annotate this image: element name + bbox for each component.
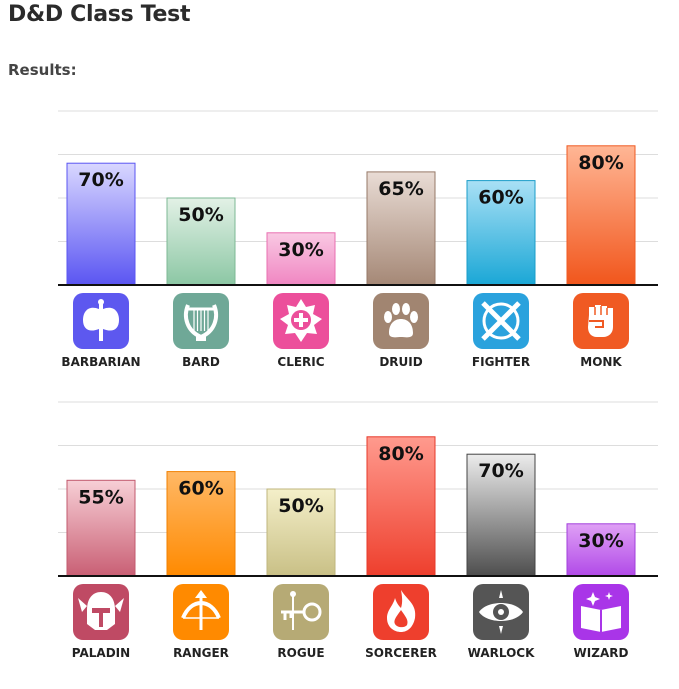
wizard-book-icon: [573, 584, 629, 640]
bar-monk: [566, 145, 636, 286]
bar-ranger: [166, 471, 236, 577]
class-results-chart-top: 70% 50% 30% 65% 60% 80% BARBARIAN BARD CLERIC DRU…: [58, 110, 658, 369]
bar-value-label: 80%: [578, 152, 623, 174]
bar-value-label: 50%: [278, 495, 323, 517]
barbarian-axe-icon: [73, 293, 129, 349]
class-label-wizard: WIZARD: [573, 646, 629, 660]
class-label-barbarian: BARBARIAN: [61, 355, 141, 369]
class-label-monk: MONK: [580, 355, 622, 369]
bar-value-label: 55%: [78, 486, 123, 508]
bar-value-label: 80%: [378, 443, 423, 465]
bar-value-label: 30%: [578, 530, 623, 552]
bar-value-label: 50%: [178, 204, 223, 226]
bar-druid: [366, 171, 436, 286]
bard-lyre-icon: [173, 293, 229, 349]
class-label-warlock: WARLOCK: [467, 646, 535, 660]
bar-value-label: 70%: [78, 169, 123, 191]
bar-cleric: [266, 232, 336, 286]
bar-barbarian: [66, 162, 136, 286]
cleric-sun-icon: [273, 293, 329, 349]
class-label-fighter: FIGHTER: [471, 355, 531, 369]
class-label-ranger: RANGER: [173, 646, 229, 660]
druid-paw-icon: [373, 293, 429, 349]
fighter-swords-icon: [473, 293, 529, 349]
page-title: D&D Class Test: [8, 2, 191, 27]
results-heading: Results:: [8, 61, 77, 79]
rogue-keys-icon: [273, 584, 329, 640]
class-label-druid: DRUID: [379, 355, 423, 369]
bar-fighter: [466, 180, 536, 286]
class-label-sorcerer: SORCERER: [365, 646, 437, 660]
bar-paladin: [66, 479, 136, 577]
class-label-bard: BARD: [182, 355, 220, 369]
bar-value-label: 65%: [378, 178, 423, 200]
warlock-eye-icon: [473, 584, 529, 640]
class-label-rogue: ROGUE: [277, 646, 325, 660]
bar-value-label: 60%: [478, 187, 523, 209]
paladin-helmet-icon: [73, 584, 129, 640]
bar-value-label: 60%: [178, 478, 223, 500]
bar-value-label: 30%: [278, 239, 323, 261]
class-label-cleric: CLERIC: [277, 355, 325, 369]
bar-bard: [166, 197, 236, 286]
bar-warlock: [466, 453, 536, 577]
sorcerer-flame-icon: [373, 584, 429, 640]
monk-fist-icon: [573, 293, 629, 349]
ranger-bow-icon: [173, 584, 229, 640]
class-label-paladin: PALADIN: [71, 646, 131, 660]
bar-value-label: 70%: [478, 460, 523, 482]
bar-rogue: [266, 488, 336, 577]
